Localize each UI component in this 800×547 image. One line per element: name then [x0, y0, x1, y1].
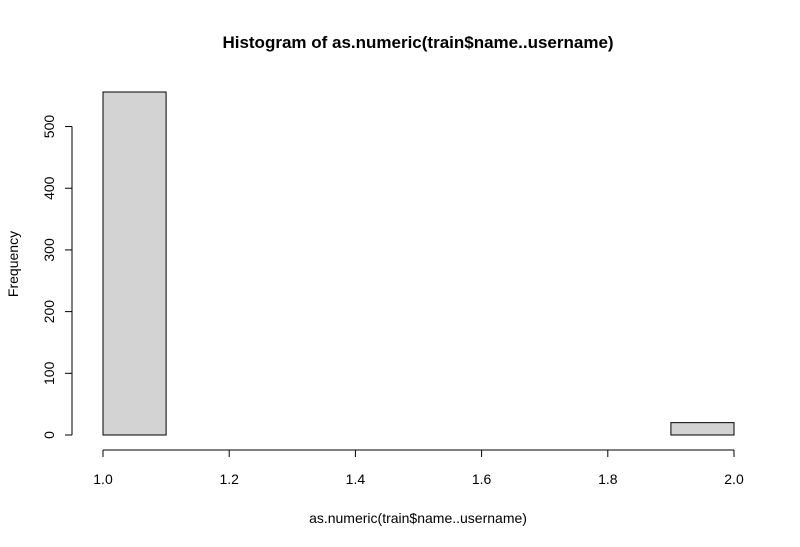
y-tick-label: 300	[41, 238, 57, 262]
bars-group	[102, 91, 735, 436]
x-axis: 1.0 1.2 1.4 1.6 1.8 2.0	[93, 449, 744, 487]
x-tick-label: 1.8	[598, 471, 618, 487]
x-tick-label: 1.2	[219, 471, 239, 487]
histogram-bar-9	[670, 422, 735, 436]
y-tick-label: 0	[41, 431, 57, 439]
y-tick-label: 500	[41, 115, 57, 139]
x-tick-label: 1.4	[346, 471, 366, 487]
x-tick-label: 1.6	[472, 471, 492, 487]
chart-title: Histogram of as.numeric(train$name..user…	[222, 33, 613, 52]
y-axis-label: Frequency	[5, 231, 21, 297]
y-tick-label: 400	[41, 176, 57, 200]
x-tick-label: 1.0	[93, 471, 113, 487]
x-axis-label: as.numeric(train$name..username)	[309, 510, 527, 526]
histogram-bar-0	[102, 91, 167, 436]
y-tick-label: 200	[41, 300, 57, 324]
x-tick-label: 2.0	[724, 471, 744, 487]
y-tick-label: 100	[41, 361, 57, 385]
y-axis: 0 100 200 300 400 500	[41, 115, 73, 439]
